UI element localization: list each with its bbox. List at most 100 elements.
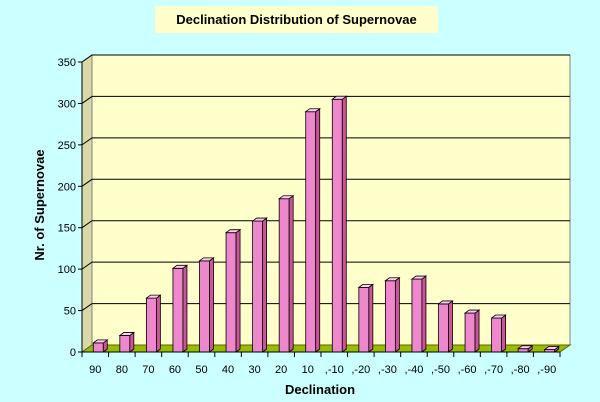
x-tick-label: ,-20	[351, 364, 370, 376]
bar-front	[225, 232, 237, 353]
x-tick-label: 80	[116, 364, 128, 376]
x-tick-label: 30	[248, 364, 260, 376]
gridline	[81, 220, 570, 229]
bar-top	[251, 217, 268, 222]
bar-top	[171, 264, 189, 269]
x-tick-label: ,-70	[484, 364, 503, 376]
x-tick-label: ,-80	[511, 364, 530, 376]
x-tick-label: ,-60	[458, 364, 477, 376]
back-wall	[91, 54, 571, 346]
bar-top	[277, 195, 295, 200]
bar-side	[209, 257, 214, 353]
bar	[304, 107, 321, 353]
x-tick-label: 50	[195, 364, 207, 376]
gridline	[81, 95, 570, 104]
bar-top	[543, 346, 560, 350]
gridline	[81, 261, 570, 270]
bar	[277, 194, 295, 353]
bar	[384, 276, 401, 353]
bar-front	[278, 198, 290, 353]
bar	[171, 264, 189, 353]
y-tick-label: 250	[58, 140, 76, 152]
bar-front	[411, 278, 423, 353]
bar-top	[410, 275, 428, 280]
bar-top	[198, 257, 215, 262]
x-tick-label: 20	[275, 364, 287, 376]
x-tick-label: ,-10	[325, 364, 344, 376]
bar-side	[368, 283, 374, 353]
bar-front	[305, 111, 317, 353]
bar-top	[463, 309, 481, 314]
y-tick-label: 100	[58, 264, 76, 276]
x-axis-ticks: 90 80 70 60 50 40 30 20 10 ,-10 ,-20 ,-30 ,-40 ,-50 ,-…	[81, 351, 561, 376]
bar-side	[235, 228, 241, 353]
bar	[251, 217, 268, 353]
bar	[198, 257, 215, 353]
bar-side	[341, 95, 347, 353]
bar	[331, 95, 348, 353]
y-tick-label: 150	[58, 223, 76, 235]
bar-top	[145, 294, 162, 299]
bar-top	[224, 229, 242, 234]
bar-front	[438, 303, 449, 353]
bar-front	[491, 317, 503, 353]
x-tick-label: 10	[302, 364, 314, 376]
bar-front	[172, 267, 184, 353]
gridline	[81, 303, 570, 311]
bar	[516, 344, 534, 353]
bar-front	[331, 98, 343, 353]
bar-top	[357, 283, 375, 288]
bar-side	[315, 107, 321, 353]
x-tick-label: 40	[222, 364, 234, 376]
bar	[463, 309, 481, 353]
bar-front	[358, 286, 370, 353]
bar	[437, 300, 454, 353]
x-tick-label: ,-90	[537, 364, 556, 376]
bar-side	[474, 309, 480, 353]
y-axis-ticks: 0 50 100 150 200 250 300 350	[58, 57, 83, 359]
bar-front	[384, 280, 396, 353]
chart-title: Declination Distribution of Supernovae	[155, 6, 438, 33]
x-tick-label: ,-50	[431, 364, 450, 376]
bar-side	[421, 275, 427, 353]
bar-top	[490, 314, 507, 319]
bar-side	[155, 294, 161, 353]
y-tick-label: 350	[58, 57, 76, 69]
bar	[410, 275, 428, 353]
gridline	[81, 54, 570, 63]
bar-front	[92, 342, 104, 353]
bar-top	[331, 95, 348, 100]
bar-side	[501, 314, 507, 353]
x-tick-label: ,-40	[404, 364, 423, 376]
bar-top	[516, 345, 534, 350]
gridline	[81, 178, 570, 187]
gridlines	[81, 54, 570, 311]
bar-top	[92, 339, 109, 344]
bar	[92, 339, 109, 353]
y-axis-title: Nr. of Supernovae	[32, 149, 47, 260]
bar	[543, 345, 560, 353]
bar-side	[288, 194, 294, 353]
bar-top	[384, 277, 401, 282]
bar-side	[448, 300, 453, 353]
bar-side	[394, 276, 400, 353]
bar-side	[182, 264, 188, 353]
bar-top	[304, 108, 321, 113]
bar-front	[119, 335, 131, 353]
y-tick-label: 300	[58, 98, 76, 110]
y-tick-label: 0	[70, 347, 76, 359]
bar	[357, 283, 375, 353]
bar-front	[199, 260, 210, 353]
bar-front	[464, 312, 476, 353]
bar	[118, 331, 136, 353]
bar-top	[118, 332, 136, 336]
x-tick-label: 70	[142, 364, 154, 376]
bar	[224, 228, 242, 353]
gridline	[81, 137, 570, 146]
bar	[490, 314, 507, 353]
y-tick-label: 200	[58, 181, 76, 193]
x-tick-label: 90	[89, 364, 101, 376]
y-tick-label: 50	[64, 306, 76, 318]
bar-top	[437, 300, 454, 305]
bar-front	[252, 220, 264, 353]
